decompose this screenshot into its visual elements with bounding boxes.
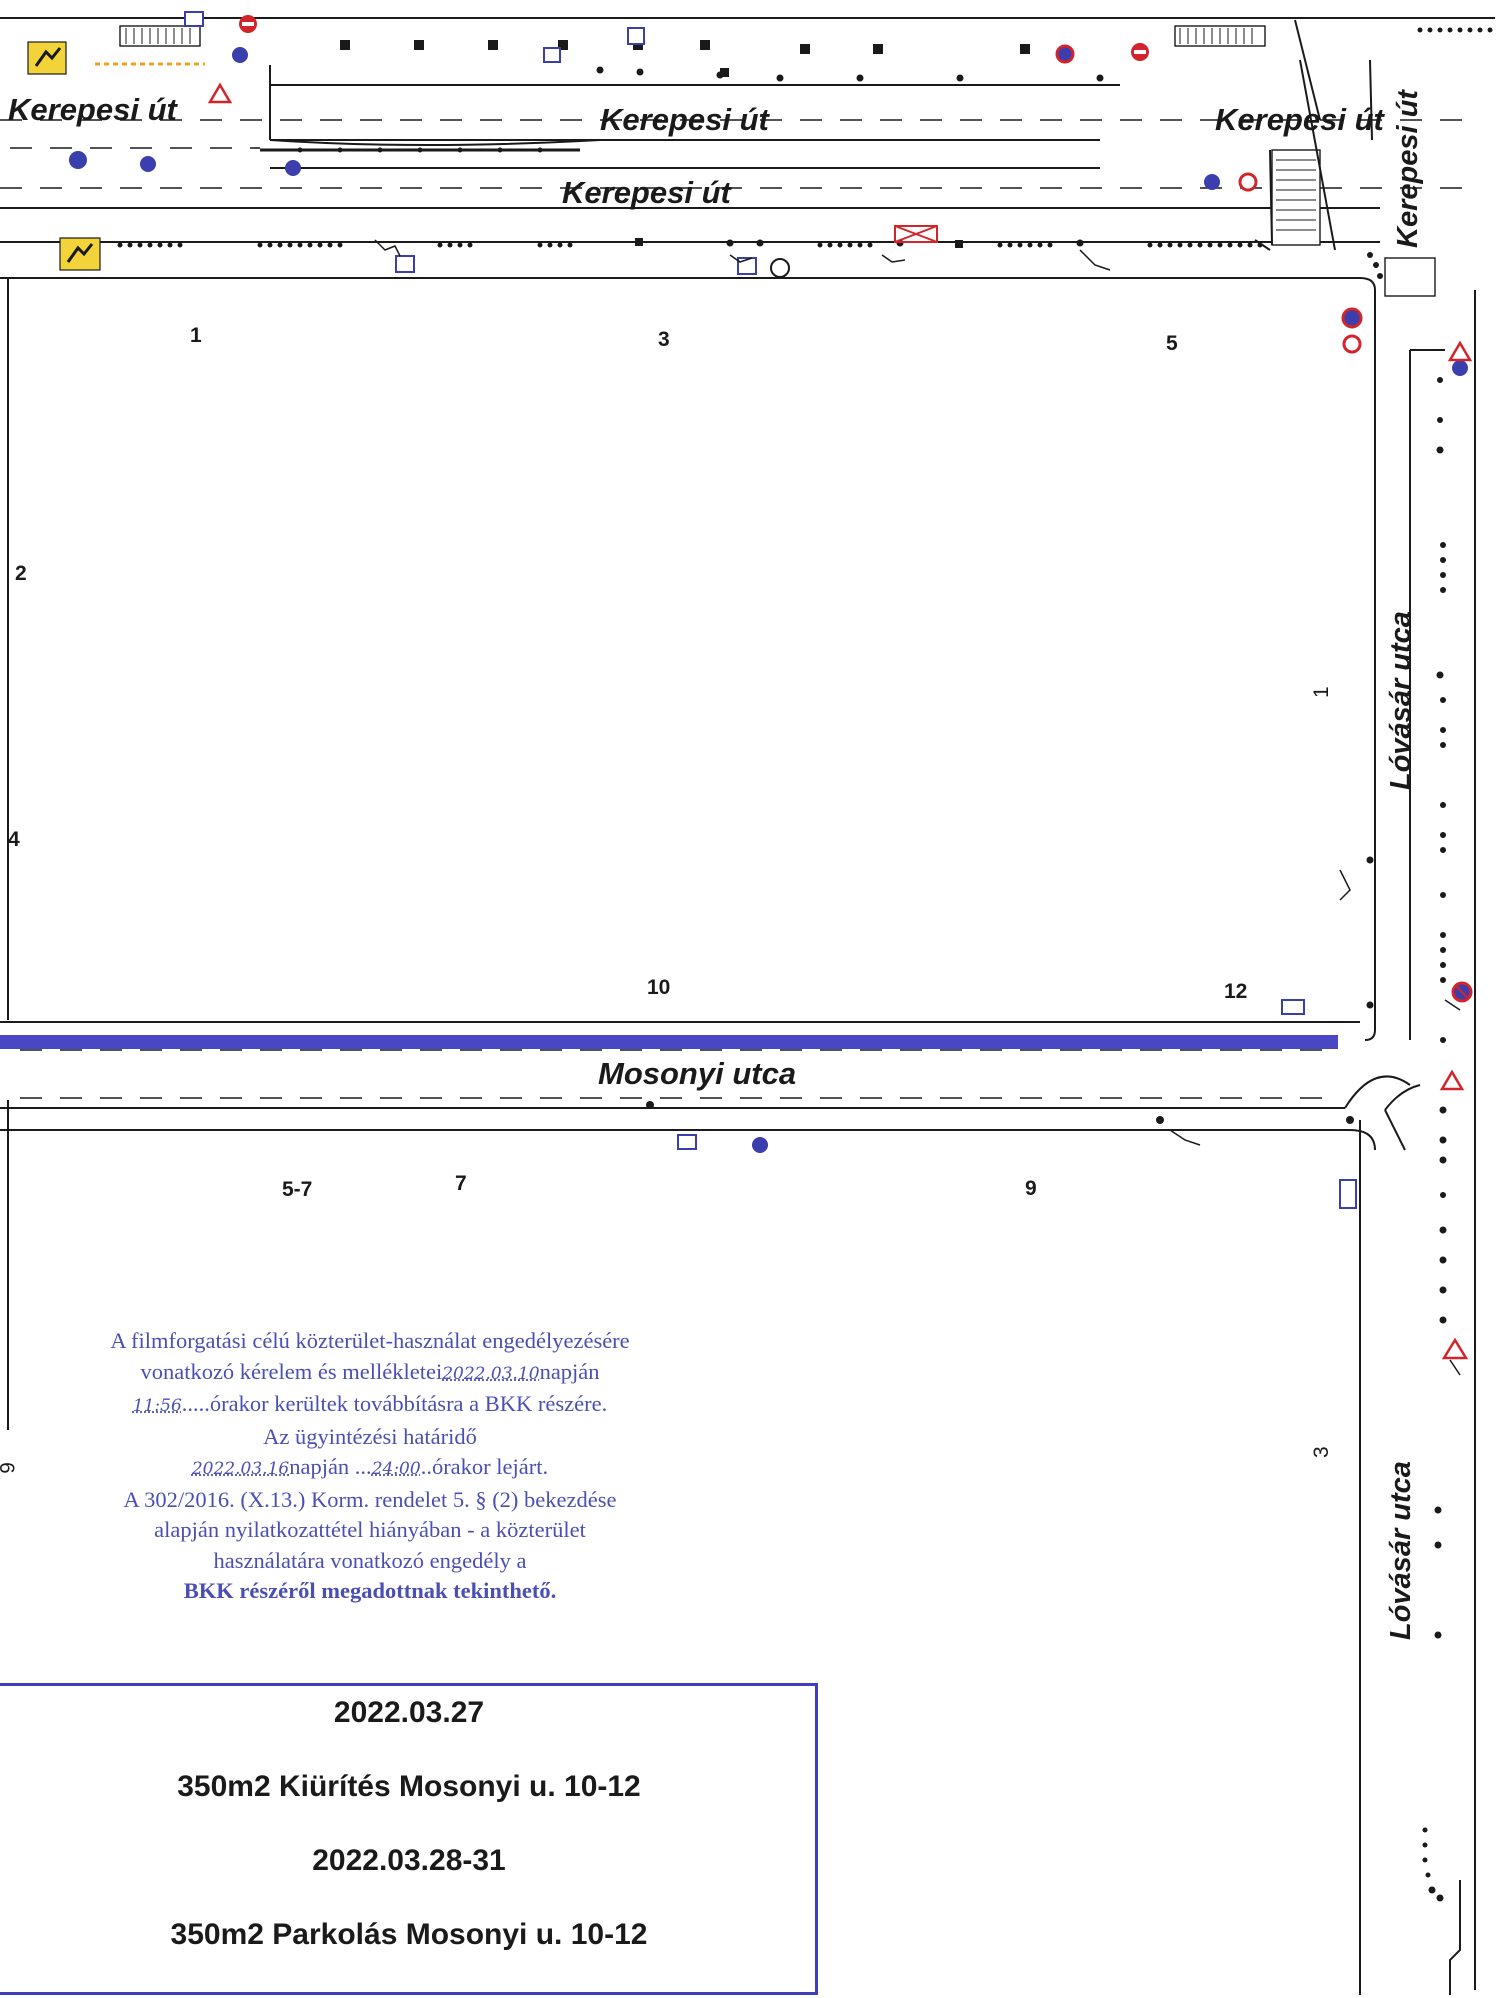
no-parking-sign-icon <box>1055 44 1363 354</box>
info-sign-icon <box>184 11 1357 1209</box>
pedestrian-crossing-lovasar <box>1384 257 1436 297</box>
handwritten-date: 2022.03.10 <box>442 1363 540 1384</box>
no-stopping-sign-icon <box>1451 981 1473 1003</box>
roadwork-marker-icon <box>894 225 938 243</box>
house-number: 6 <box>0 1462 18 1474</box>
stamp-text: napján <box>539 1358 600 1384</box>
stamp-line: A 302/2016. (X.13.) Korm. rendelet 5. § … <box>123 1486 617 1512</box>
house-number: 2 <box>15 562 27 585</box>
permit-date-1: 2022.03.27 <box>333 1696 485 1729</box>
street-label-kerepesi-east: Kerepesi út <box>1215 102 1384 137</box>
street-label-mosonyi: Mosonyi utca <box>598 1056 797 1091</box>
tram-curve <box>269 139 601 146</box>
sign-post-flags <box>374 239 1461 1376</box>
mosonyi-corner-curve <box>1344 1075 1411 1109</box>
street-label-lovasar-south: Lóvásár utca <box>1385 1461 1417 1640</box>
stamp-line: A filmforgatási célú közterület-használa… <box>110 1328 630 1353</box>
pedestrian-crossing-west <box>119 25 201 47</box>
street-label-kerepesi-center: Kerepesi út <box>600 102 769 137</box>
pedestrian-crossing-kerepesi <box>1271 149 1321 246</box>
house-number: 3 <box>658 328 670 351</box>
house-number: 7 <box>455 1172 467 1195</box>
stamp-text: napján ... <box>289 1454 372 1479</box>
street-label-lovasar-north: Lóvásár utca <box>1385 611 1417 790</box>
street-label-kerepesi-west: Kerepesi út <box>8 92 177 127</box>
mosonyi-highlight <box>0 1035 1338 1049</box>
house-number: 5 <box>1166 332 1178 355</box>
detour-sign-icon <box>27 41 101 271</box>
stamp-text: .....órakor kerültek továbbításra a BKK … <box>181 1391 608 1416</box>
stamp-line: BKK részéről megadottnak tekinthető. <box>183 1578 557 1603</box>
house-number: 5-7 <box>282 1178 313 1201</box>
stamp-line: alapján nyilatkozattétel hiányában - a k… <box>154 1517 586 1542</box>
handwritten-date: 2022.03.16 <box>191 1459 290 1479</box>
crossing-stripes-east <box>1179 28 1253 44</box>
block-north-edge <box>0 277 1376 291</box>
traffic-light-icon <box>770 258 790 278</box>
house-number: 3 <box>1310 1446 1333 1458</box>
stamp-line: 11:56.....órakor kerültek továbbításra a… <box>60 1389 680 1422</box>
keep-right-sign-icon <box>69 47 1468 1153</box>
mosonyi-corner-curve-2 <box>1384 1084 1421 1111</box>
stamp-line: használatára vonatkozó engedély a <box>213 1547 527 1573</box>
house-number: 1 <box>190 324 202 347</box>
permit-info-box: 2022.03.27 350m2 Kiürítés Mosonyi u. 10-… <box>0 1683 818 1995</box>
house-number: 9 <box>1025 1177 1037 1200</box>
house-number: 12 <box>1224 980 1248 1003</box>
stamp-line: vonatkozó kérelem és mellékletei2022.03.… <box>60 1357 680 1390</box>
stamp-text: ..órakor lejárt. <box>420 1454 549 1479</box>
house-number: 1 <box>1310 686 1333 698</box>
house-number: 10 <box>647 976 671 999</box>
stamp-text: vonatkozó kérelem és mellékletei <box>140 1358 443 1384</box>
stamp-line: Az ügyintézési határidő <box>263 1423 477 1449</box>
street-label-kerepesi-south: Kerepesi út <box>562 175 731 210</box>
block-east-edge <box>1364 290 1376 1041</box>
stamp-line: 2022.03.16napján ...24:00..órakor lejárt… <box>60 1452 680 1485</box>
permit-text-2: 350m2 Parkolás Mosonyi u. 10-12 <box>170 1918 648 1951</box>
approval-stamp: A filmforgatási célú közterület-használa… <box>60 1326 680 1607</box>
mosonyi-south-curb <box>0 1129 1376 1151</box>
permit-date-2: 2022.03.28-31 <box>312 1844 506 1877</box>
house-number: 4 <box>8 828 20 851</box>
no-entry-sign-icon <box>239 15 1149 61</box>
crossing-stripes-kerepesi <box>1276 159 1316 231</box>
handwritten-time: 11:56 <box>132 1396 182 1416</box>
street-label-kerepesi-vertical: Kerepesi út <box>1392 90 1424 248</box>
handwritten-time: 24:00 <box>371 1459 421 1479</box>
yield-sign-icon <box>207 82 1473 1360</box>
permit-text-1: 350m2 Kiürítés Mosonyi u. 10-12 <box>177 1770 641 1803</box>
arrow-markings <box>1254 19 1406 1151</box>
crossing-stripes-west <box>125 28 191 44</box>
lovasar-east-lower <box>1449 1880 1461 1995</box>
